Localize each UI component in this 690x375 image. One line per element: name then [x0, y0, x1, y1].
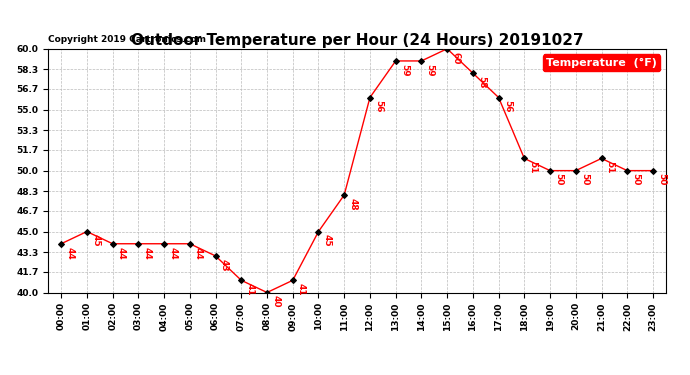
Text: 50: 50 — [631, 173, 640, 186]
Point — [313, 228, 324, 235]
Point — [647, 168, 658, 174]
Text: 44: 44 — [168, 246, 177, 259]
Point — [519, 155, 530, 161]
Point — [467, 70, 478, 76]
Point — [339, 192, 350, 198]
Point — [622, 168, 633, 174]
Point — [236, 278, 247, 284]
Text: 60: 60 — [451, 51, 460, 64]
Text: 59: 59 — [426, 64, 435, 76]
Text: 44: 44 — [117, 246, 126, 259]
Legend: Temperature  (°F): Temperature (°F) — [543, 54, 660, 71]
Point — [287, 278, 298, 284]
Text: 50: 50 — [657, 173, 666, 186]
Text: 50: 50 — [554, 173, 563, 186]
Point — [596, 155, 607, 161]
Text: 44: 44 — [66, 246, 75, 259]
Text: 59: 59 — [400, 64, 409, 76]
Text: 44: 44 — [194, 246, 203, 259]
Text: 56: 56 — [374, 100, 383, 113]
Text: 48: 48 — [348, 198, 357, 210]
Point — [364, 94, 375, 100]
Text: 51: 51 — [606, 161, 615, 174]
Text: 50: 50 — [580, 173, 589, 186]
Point — [544, 168, 555, 174]
Point — [442, 46, 453, 52]
Text: 41: 41 — [297, 283, 306, 296]
Text: 41: 41 — [246, 283, 255, 296]
Point — [493, 94, 504, 100]
Text: 51: 51 — [529, 161, 538, 174]
Text: 56: 56 — [503, 100, 512, 113]
Point — [159, 241, 170, 247]
Point — [570, 168, 581, 174]
Text: 45: 45 — [323, 234, 332, 247]
Point — [184, 241, 195, 247]
Point — [210, 253, 221, 259]
Point — [262, 290, 273, 296]
Text: 58: 58 — [477, 76, 486, 88]
Point — [133, 241, 144, 247]
Text: 45: 45 — [91, 234, 100, 247]
Text: 43: 43 — [219, 259, 228, 272]
Point — [56, 241, 67, 247]
Point — [416, 58, 427, 64]
Point — [107, 241, 118, 247]
Point — [81, 228, 92, 235]
Point — [390, 58, 401, 64]
Text: 44: 44 — [143, 246, 152, 259]
Title: Outdoor Temperature per Hour (24 Hours) 20191027: Outdoor Temperature per Hour (24 Hours) … — [131, 33, 583, 48]
Text: Copyright 2019 Cartronics.com: Copyright 2019 Cartronics.com — [48, 35, 206, 44]
Text: 40: 40 — [271, 295, 280, 308]
